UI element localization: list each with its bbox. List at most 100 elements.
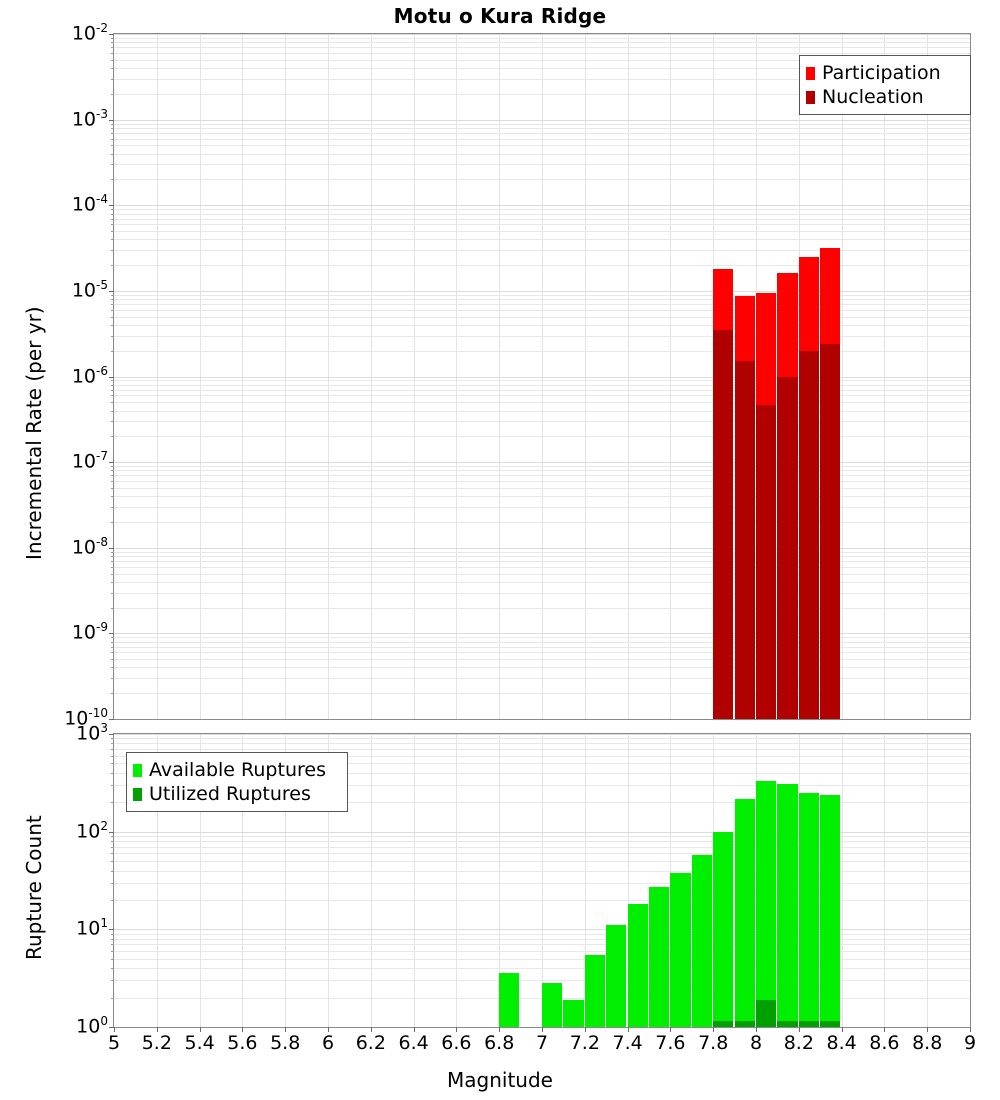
gridline-minor xyxy=(114,411,970,412)
gridline-major xyxy=(114,205,970,206)
gridline-minor xyxy=(114,154,970,155)
bar-rate-nucleation-8.3 xyxy=(820,343,841,719)
gridline-minor xyxy=(114,756,970,757)
gridline-minor xyxy=(114,556,970,557)
gridline-minor xyxy=(114,402,970,403)
y-axis-tick-mark-minor xyxy=(111,53,114,54)
top-legend-swatch-0 xyxy=(806,66,815,80)
bar-rate-nucleation-8.1 xyxy=(777,376,798,719)
gridline-minor xyxy=(114,582,970,583)
y-axis-tick-mark-minor xyxy=(111,773,114,774)
y-axis-tick-mark-minor xyxy=(111,481,114,482)
y-axis-tick-label: 102 xyxy=(76,818,108,843)
gridline-vertical xyxy=(670,34,671,719)
x-axis-tick-label: 7.6 xyxy=(655,1032,686,1054)
y-axis-tick-label: 100 xyxy=(76,1014,108,1038)
gridline-vertical xyxy=(328,34,329,719)
bar-count-available-ruptures-7.2 xyxy=(584,954,605,1027)
gridline-minor xyxy=(114,310,970,311)
y-axis-tick-mark-minor xyxy=(111,841,114,842)
y-axis-tick-mark-minor xyxy=(111,574,114,575)
y-axis-tick-mark-minor xyxy=(111,390,114,391)
top-legend-row: Participation xyxy=(806,61,962,85)
y-axis-tick-mark-minor xyxy=(111,968,114,969)
gridline-minor xyxy=(114,475,970,476)
bar-count-utilized-ruptures-8.1 xyxy=(777,1021,798,1027)
gridline-minor xyxy=(114,145,970,146)
gridline-vertical xyxy=(585,34,586,719)
y-axis-tick-mark-minor xyxy=(111,667,114,668)
bar-count-utilized-ruptures-8.2 xyxy=(798,1021,819,1027)
y-axis-tick-mark-minor xyxy=(111,179,114,180)
bottom-legend-swatch-0 xyxy=(133,763,142,777)
x-axis-tick-mark xyxy=(328,1027,329,1032)
gridline-minor xyxy=(114,900,970,901)
gridline-minor xyxy=(114,239,970,240)
gridline-minor xyxy=(114,959,970,960)
bar-count-available-ruptures-6.8 xyxy=(499,972,520,1027)
y-axis-tick-mark-minor xyxy=(111,139,114,140)
bottom-y-axis-label: Rupture Count xyxy=(22,815,46,960)
y-axis-tick-mark-minor xyxy=(111,980,114,981)
gridline-minor xyxy=(114,219,970,220)
y-axis-tick-label: 10-5 xyxy=(71,278,108,302)
gridline-minor xyxy=(114,743,970,744)
y-axis-tick-mark-minor xyxy=(111,224,114,225)
gridline-vertical xyxy=(927,34,928,719)
gridline-minor xyxy=(114,488,970,489)
gridline-minor xyxy=(114,295,970,296)
gridline-minor xyxy=(114,567,970,568)
x-axis-tick-label: 8.2 xyxy=(783,1032,814,1054)
gridline-minor xyxy=(114,164,970,165)
bar-count-available-ruptures-7 xyxy=(542,983,563,1027)
top-legend-swatch-1 xyxy=(806,90,815,104)
x-axis-tick-mark xyxy=(756,1027,757,1032)
gridline-major xyxy=(114,462,970,463)
gridline-minor xyxy=(114,667,970,668)
x-axis-tick-label: 7.4 xyxy=(612,1032,643,1054)
gridline-minor xyxy=(114,841,970,842)
x-axis-tick-label: 7.2 xyxy=(569,1032,600,1054)
y-axis-tick-mark-minor xyxy=(111,164,114,165)
x-axis-tick-label: 8.4 xyxy=(826,1032,857,1054)
bar-count-available-ruptures-7.5 xyxy=(649,887,670,1027)
gridline-vertical xyxy=(414,734,415,1027)
x-axis-tick-mark xyxy=(713,1027,714,1032)
gridline-minor xyxy=(114,847,970,848)
y-axis-tick-mark xyxy=(109,291,114,292)
gridline-vertical xyxy=(456,734,457,1027)
gridline-vertical xyxy=(542,34,543,719)
y-axis-tick-mark xyxy=(109,633,114,634)
y-axis-tick-mark xyxy=(109,377,114,378)
gridline-minor xyxy=(114,763,970,764)
top-legend-label-0: Participation xyxy=(822,61,941,84)
bar-count-available-ruptures-8.2 xyxy=(798,792,819,1027)
y-axis-tick-mark-minor xyxy=(111,265,114,266)
x-axis-tick-label: 6.4 xyxy=(398,1032,429,1054)
gridline-minor xyxy=(114,351,970,352)
y-axis-tick-mark-minor xyxy=(111,693,114,694)
y-axis-tick-label: 10-10 xyxy=(64,706,108,730)
y-axis-tick-mark xyxy=(109,34,114,35)
gridline-major xyxy=(114,929,970,930)
y-axis-tick-mark-minor xyxy=(111,763,114,764)
gridline-minor xyxy=(114,47,970,48)
top-legend-label-1: Nucleation xyxy=(822,85,924,108)
y-axis-tick-mark-minor xyxy=(111,295,114,296)
y-axis-tick-mark-minor xyxy=(111,466,114,467)
gridline-minor xyxy=(114,124,970,125)
top-legend: Participation Nucleation xyxy=(799,55,971,115)
y-axis-tick-mark-minor xyxy=(111,556,114,557)
bar-count-available-ruptures-7.8 xyxy=(713,831,734,1027)
gridline-minor xyxy=(114,693,970,694)
gridline-vertical xyxy=(884,34,885,719)
y-axis-tick-label: 10-3 xyxy=(71,106,108,131)
y-axis-tick-mark-minor xyxy=(111,38,114,39)
gridline-minor xyxy=(114,68,970,69)
y-axis-tick-mark-minor xyxy=(111,678,114,679)
y-axis-tick-label: 10-7 xyxy=(71,449,108,473)
gridline-minor xyxy=(114,678,970,679)
gridline-minor xyxy=(114,385,970,386)
x-axis-tick-label: 6.6 xyxy=(441,1032,472,1054)
y-axis-tick-label: 10-2 xyxy=(71,21,108,45)
